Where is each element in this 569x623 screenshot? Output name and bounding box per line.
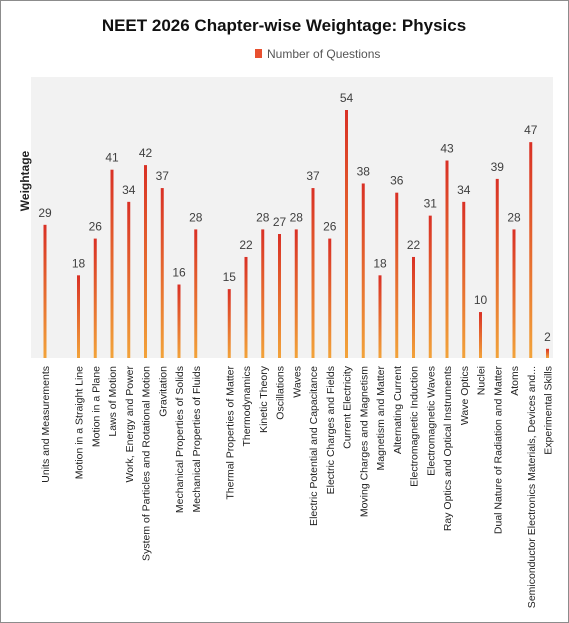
bar: [311, 188, 315, 358]
data-label: 26: [89, 220, 103, 234]
data-label: 54: [340, 91, 354, 105]
data-label: 38: [357, 164, 371, 178]
data-label: 28: [290, 210, 304, 224]
data-label: 10: [474, 293, 488, 307]
data-label: 2: [544, 330, 551, 344]
x-tick-label: System of Particles and Rotational Motio…: [141, 366, 153, 561]
data-label: 37: [306, 169, 320, 183]
bar: [160, 188, 164, 358]
data-label: 22: [407, 238, 421, 252]
legend-swatch: [255, 49, 262, 58]
x-tick-label: Alternating Current: [392, 366, 404, 454]
bar: [378, 275, 382, 358]
data-label: 27: [273, 215, 287, 229]
x-tick-label: Dual Nature of Radiation and Matter: [492, 365, 504, 534]
data-label: 28: [256, 210, 270, 224]
bar: [495, 178, 499, 358]
x-tick-label: Units and Measurements: [40, 366, 52, 483]
x-tick-label: Mechanical Properties of Fluids: [191, 366, 203, 512]
bar: [110, 169, 114, 358]
x-tick-label: Atoms: [509, 366, 521, 396]
data-label: 47: [524, 123, 538, 137]
data-label: 29: [38, 206, 52, 220]
bar: [361, 183, 365, 358]
data-label: 16: [172, 266, 186, 280]
x-tick-label: Work, Energy and Power: [124, 366, 136, 483]
x-tick-label: Wave Optics: [459, 366, 471, 425]
data-label: 28: [507, 210, 521, 224]
legend: Number of Questions: [255, 47, 380, 61]
data-label: 41: [105, 151, 119, 165]
data-label: 22: [239, 238, 253, 252]
legend-label: Number of Questions: [267, 47, 380, 61]
data-label: 34: [457, 183, 471, 197]
data-label: 18: [373, 256, 387, 270]
bar: [43, 224, 47, 358]
x-tick-label: Electromagnetic Induction: [409, 366, 421, 487]
bar: [445, 160, 449, 358]
x-tick-label: Gravitation: [157, 366, 169, 417]
x-tick-label: Magnetism and Matter: [375, 366, 387, 471]
plot-area: [31, 77, 553, 358]
x-tick-label: Waves: [291, 366, 303, 398]
x-tick-label: Electromagnetic Waves: [425, 366, 437, 476]
bar: [462, 201, 466, 358]
y-axis-label: Weightage: [18, 150, 32, 211]
bar: [328, 238, 332, 358]
bar: [93, 238, 97, 358]
bar: [244, 256, 248, 358]
x-tick-label: Experimental Skills: [543, 366, 555, 455]
data-label: 37: [156, 169, 170, 183]
bar: [546, 348, 549, 358]
data-label: 15: [223, 270, 237, 284]
chart-title: NEET 2026 Chapter-wise Weightage: Physic…: [102, 16, 466, 35]
bar: [479, 312, 482, 358]
x-tick-label: Oscillations: [275, 366, 287, 420]
bar: [345, 110, 348, 358]
data-label: 43: [440, 142, 454, 156]
bar: [395, 192, 399, 358]
x-tick-label: Nuclei: [476, 366, 488, 395]
bar: [512, 229, 516, 358]
data-label: 31: [424, 197, 438, 211]
x-tick-label: Thermal Properties of Matter: [224, 366, 236, 500]
bar: [294, 229, 298, 358]
bar: [127, 201, 131, 358]
x-tick-label: Mechanical Properties of Solids: [174, 366, 186, 513]
x-tick-label: Semiconductor Electronics Materials, Dev…: [526, 366, 538, 608]
bar: [194, 229, 198, 358]
bar: [177, 284, 181, 358]
data-label: 39: [491, 160, 505, 174]
bar: [227, 289, 231, 358]
x-tick-label: Electric Charges and Fields: [325, 366, 337, 494]
bar: [428, 215, 432, 358]
x-tick-label: Motion in a Straight Line: [74, 366, 86, 479]
x-tick-label: Electric Potential and Capacitance: [308, 366, 320, 526]
x-tick-label: Ray Optics and Optical Instruments: [442, 366, 454, 531]
data-label: 42: [139, 146, 153, 160]
bar: [529, 142, 533, 358]
x-tick-label: Motion in a Plane: [90, 366, 102, 447]
data-label: 34: [122, 183, 136, 197]
data-label: 28: [189, 210, 203, 224]
bar: [77, 275, 80, 358]
x-tick-label: Laws of Motion: [107, 366, 119, 437]
x-tick-label: Moving Charges and Magnetism: [358, 366, 370, 517]
data-label: 26: [323, 220, 337, 234]
x-tick-label: Thermodynamics: [241, 366, 253, 447]
bar: [261, 229, 265, 358]
x-tick-labels-group: Units and Measurements Motion in a Straig…: [40, 365, 555, 608]
bar: [412, 256, 415, 358]
x-tick-label: Kinetic Theory: [258, 365, 270, 433]
bar: [144, 165, 147, 358]
x-tick-label: Current Electricity: [342, 365, 354, 449]
bar: [278, 234, 281, 358]
data-label: 18: [72, 256, 86, 270]
bars-group: [43, 110, 549, 358]
data-label: 36: [390, 174, 404, 188]
